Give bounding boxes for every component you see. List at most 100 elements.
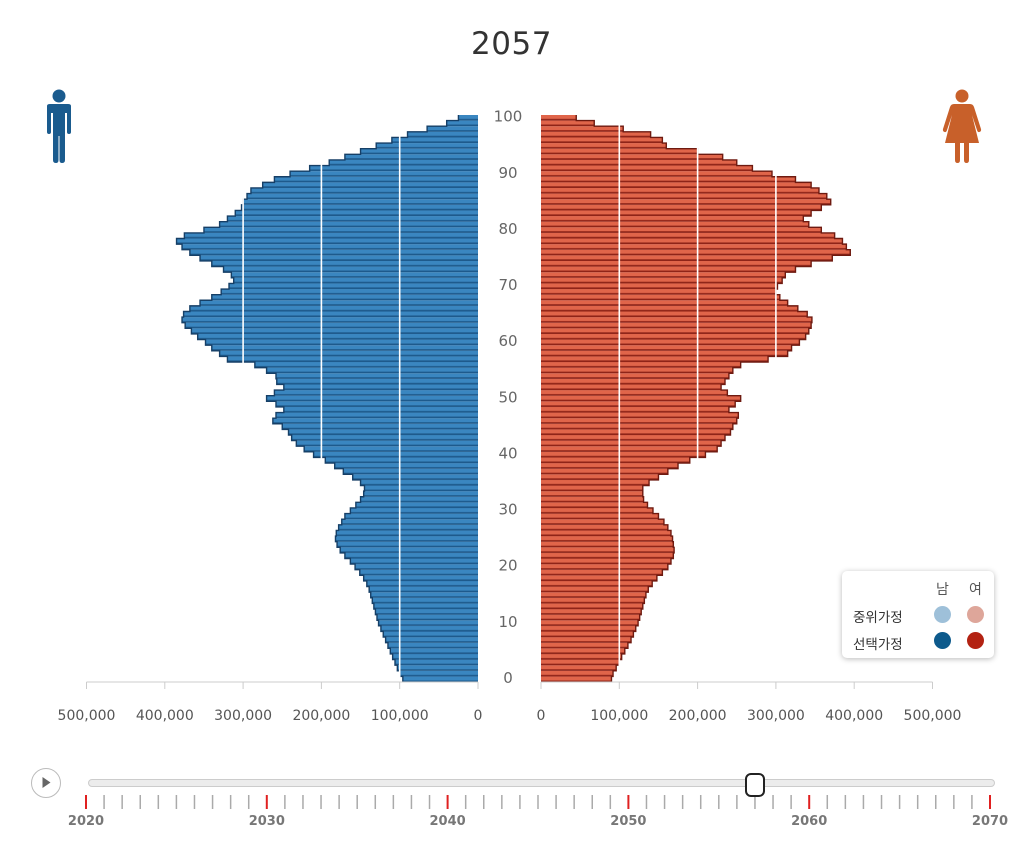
legend: 남 여 중위가정 선택가정 bbox=[842, 571, 994, 658]
female-bar bbox=[541, 564, 668, 570]
timeline-year-label[interactable]: 2020 bbox=[68, 814, 104, 829]
timeline-slider-track[interactable] bbox=[88, 779, 995, 787]
male-bar bbox=[182, 317, 478, 323]
male-bar bbox=[341, 519, 478, 525]
x-tick-label-right: 400,000 bbox=[825, 708, 883, 724]
female-bar bbox=[541, 609, 642, 615]
male-bar bbox=[274, 390, 478, 396]
x-tick-label-right: 500,000 bbox=[904, 708, 962, 724]
female-bar bbox=[541, 423, 733, 430]
female-bar bbox=[541, 266, 796, 273]
female-bar bbox=[541, 350, 788, 357]
age-tick-label: 80 bbox=[498, 220, 517, 238]
male-bar bbox=[313, 451, 478, 458]
legend-dot-median-male[interactable] bbox=[934, 606, 951, 623]
female-bar bbox=[541, 283, 778, 290]
female-bar bbox=[541, 670, 614, 677]
male-bar bbox=[336, 530, 478, 537]
timeline-slider-handle[interactable] bbox=[744, 773, 765, 797]
timeline-year-label[interactable]: 2030 bbox=[249, 814, 285, 829]
female-bar bbox=[541, 182, 812, 189]
female-bar bbox=[541, 479, 650, 486]
female-bar bbox=[541, 255, 833, 262]
timeline-year-label[interactable]: 2060 bbox=[791, 814, 827, 829]
female-bar bbox=[541, 126, 624, 132]
male-bar bbox=[183, 311, 478, 318]
male-bar bbox=[350, 507, 478, 514]
female-bar bbox=[541, 294, 780, 301]
female-bar bbox=[541, 272, 786, 278]
play-button[interactable] bbox=[31, 768, 61, 798]
male-bar bbox=[211, 294, 478, 301]
male-bar bbox=[276, 378, 478, 385]
female-bar bbox=[541, 631, 634, 638]
male-bar bbox=[376, 143, 478, 149]
female-bar bbox=[541, 249, 851, 256]
male-bar bbox=[344, 513, 478, 520]
female-bar bbox=[541, 474, 659, 480]
timeline-year-label[interactable]: 2070 bbox=[972, 814, 1008, 829]
female-bar bbox=[541, 345, 792, 351]
male-bar bbox=[335, 536, 478, 542]
female-bar bbox=[541, 137, 663, 144]
female-bar bbox=[541, 580, 653, 587]
male-bar bbox=[227, 216, 478, 222]
male-bar bbox=[352, 474, 478, 480]
male-person-icon bbox=[47, 89, 71, 163]
female-bar bbox=[541, 260, 812, 267]
female-bar bbox=[541, 620, 639, 626]
male-bar bbox=[373, 603, 478, 610]
male-bar bbox=[334, 463, 478, 469]
female-bar bbox=[541, 558, 671, 565]
x-tick-label-left: 300,000 bbox=[214, 708, 272, 724]
female-bar bbox=[541, 395, 741, 402]
legend-dot-selected-male[interactable] bbox=[934, 632, 951, 649]
legend-dot-median-female[interactable] bbox=[967, 606, 984, 623]
male-bar bbox=[395, 659, 478, 666]
age-tick-label: 40 bbox=[498, 444, 517, 462]
female-bar bbox=[541, 530, 671, 537]
timeline-year-label[interactable]: 2040 bbox=[430, 814, 466, 829]
female-bar bbox=[541, 311, 808, 318]
age-tick-label: 0 bbox=[503, 669, 513, 687]
male-bar bbox=[376, 614, 478, 621]
male-bar bbox=[385, 637, 478, 643]
female-bar bbox=[541, 429, 731, 436]
male-bar bbox=[282, 423, 478, 430]
female-bar bbox=[541, 333, 806, 340]
male-bar bbox=[372, 597, 478, 604]
female-bar bbox=[541, 401, 736, 407]
female-bar bbox=[541, 519, 664, 525]
male-bar bbox=[176, 238, 479, 245]
female-bar bbox=[541, 210, 812, 217]
legend-dot-selected-female[interactable] bbox=[967, 632, 984, 649]
male-bar bbox=[247, 193, 478, 200]
female-bar bbox=[541, 244, 847, 250]
male-bar bbox=[275, 412, 478, 419]
male-bar bbox=[262, 182, 478, 189]
legend-header-female: 여 bbox=[969, 582, 982, 598]
male-bar bbox=[200, 255, 479, 262]
female-bar bbox=[541, 356, 769, 363]
female-bar bbox=[541, 143, 667, 149]
male-bar bbox=[250, 187, 478, 194]
female-bar bbox=[541, 592, 646, 598]
male-bar bbox=[329, 159, 478, 166]
female-bar bbox=[541, 440, 722, 447]
male-bar bbox=[364, 485, 478, 492]
male-bar bbox=[296, 440, 478, 447]
age-tick-label: 50 bbox=[498, 388, 517, 406]
male-bar bbox=[189, 305, 479, 312]
female-bar bbox=[541, 193, 827, 200]
male-bar bbox=[203, 227, 478, 233]
timeline-year-label[interactable]: 2050 bbox=[610, 814, 646, 829]
female-bar bbox=[541, 176, 796, 183]
male-bar bbox=[325, 457, 478, 464]
male-bar bbox=[338, 524, 478, 531]
female-bar bbox=[541, 569, 663, 576]
female-bar bbox=[541, 418, 737, 424]
male-bar bbox=[343, 468, 478, 475]
female-bar bbox=[541, 131, 651, 138]
female-bar bbox=[541, 446, 718, 452]
male-bar bbox=[392, 653, 478, 660]
